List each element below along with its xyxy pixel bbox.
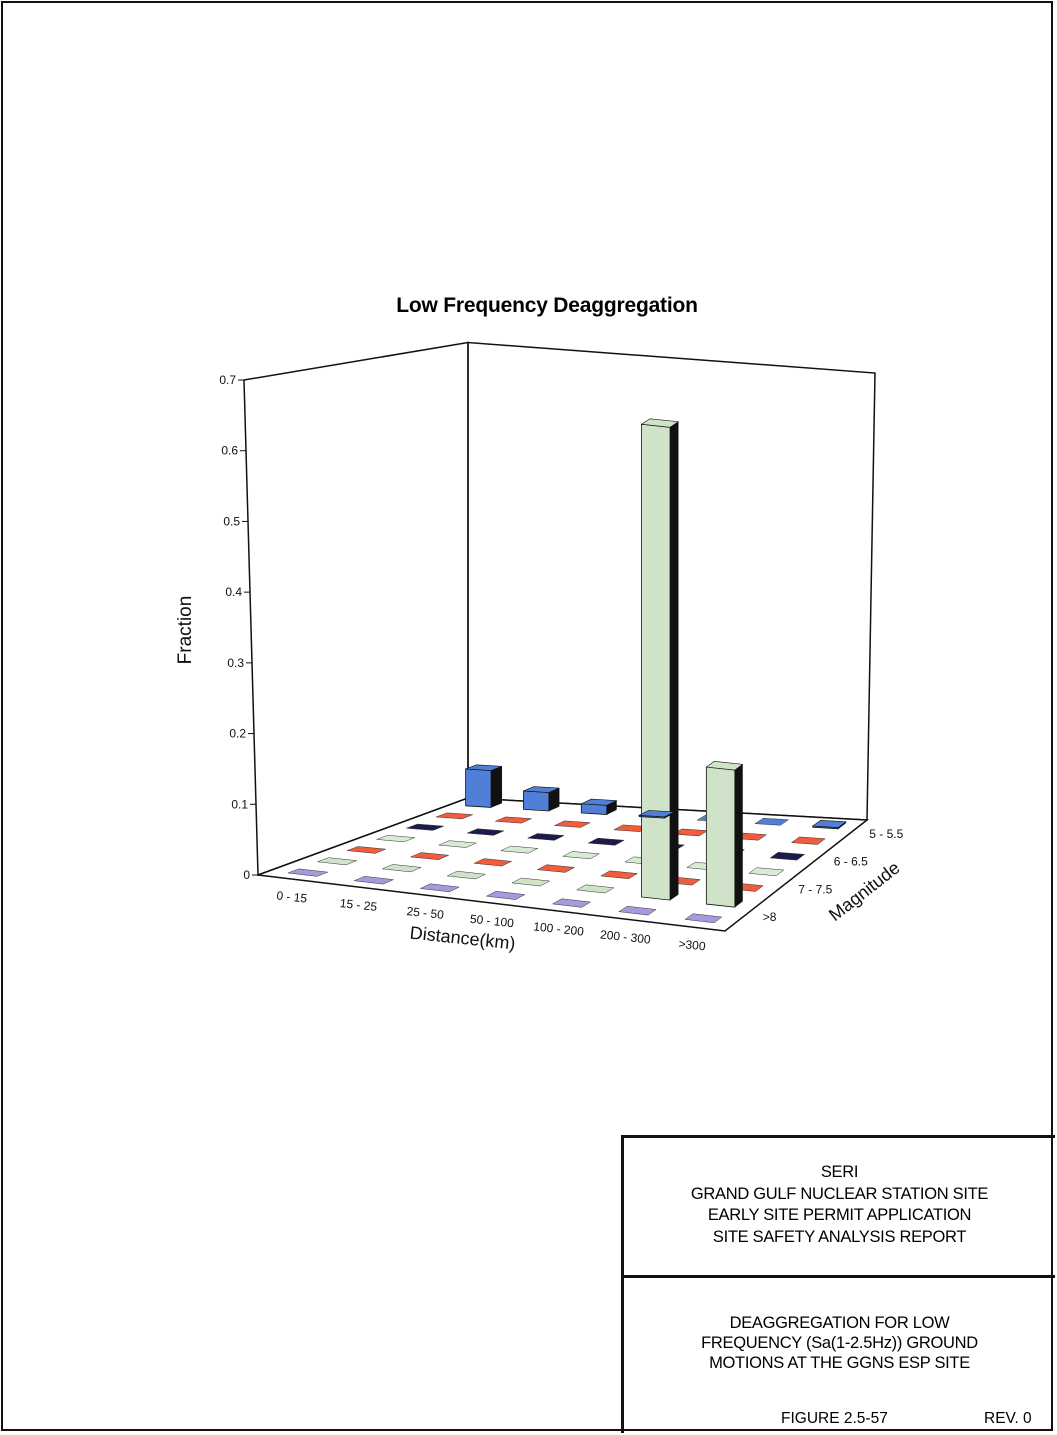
z-tick-label: 0.4 (225, 585, 242, 599)
bar-top (581, 798, 618, 806)
bar-top (638, 810, 675, 818)
description-line: MOTIONS AT THE GGNS ESP SITE (709, 1354, 970, 1372)
floor-tile (511, 877, 551, 887)
bar (523, 790, 550, 812)
floor-tile (317, 857, 357, 866)
z-tick-label: 0.6 (221, 444, 238, 458)
floor-tile (600, 870, 639, 880)
bar-side (734, 763, 743, 908)
title-block-lines: SERI GRAND GULF NUCLEAR STATION SITE EAR… (624, 1162, 1055, 1248)
bar-top (705, 761, 744, 771)
figure-description: DEAGGREGATION FOR LOW FREQUENCY (Sa(1-2.… (624, 1313, 1055, 1373)
description-line: DEAGGREGATION FOR LOW (729, 1314, 950, 1332)
title-block-line: SITE SAFETY ANALYSIS REPORT (712, 1227, 967, 1246)
floor-tile (381, 864, 423, 873)
axes: 0 0.1 0.2 0.3 0.4 0.5 0.6 0.7 0 - 15 15 - 25 25 - … (219, 373, 903, 953)
floor-tile (769, 852, 806, 861)
bar-top (811, 820, 847, 828)
floor-tile (473, 858, 513, 867)
floor-tile (495, 816, 532, 824)
chart-walls (243, 341, 876, 932)
floor-tile (446, 870, 487, 880)
floor-tile (435, 812, 473, 820)
magnitude-tick-label: 5 - 5.5 (869, 827, 903, 841)
floor-tile (406, 823, 444, 831)
x-tick-label: 100 - 200 (533, 919, 585, 938)
floor-tile (553, 820, 592, 828)
title-block-header: SERI GRAND GULF NUCLEAR STATION SITE EAR… (624, 1138, 1055, 1278)
floor-tile (526, 833, 565, 841)
bar (641, 423, 671, 901)
floor-tile (561, 851, 601, 860)
left-wall (243, 341, 469, 877)
floor-tile (419, 883, 461, 893)
chart-title: Low Frequency Deaggregation (396, 294, 698, 317)
floor-tile (575, 884, 615, 894)
x-tick-label: 0 - 15 (276, 888, 308, 905)
floor-tile (790, 836, 826, 845)
x-tick-label: 50 - 100 (469, 912, 515, 931)
floor-tile (587, 837, 626, 846)
floor-tile (485, 891, 526, 900)
z-tick-label: 0.7 (219, 373, 236, 387)
floor-tile (466, 828, 505, 836)
title-block-line: EARLY SITE PERMIT APPLICATION (707, 1206, 972, 1224)
bar-top (640, 418, 680, 428)
floor-tile (536, 864, 576, 873)
title-block-line: SERI (820, 1163, 859, 1181)
floor-tile (353, 876, 395, 885)
bar-side (669, 421, 679, 901)
figure-number: FIGURE 2.5-57 (781, 1410, 888, 1427)
description-line: FREQUENCY (Sa(1-2.5Hz)) GROUND (701, 1334, 978, 1352)
x-tick-label: >300 (678, 937, 707, 954)
x-tick-label: 200 - 300 (599, 927, 651, 946)
z-tick-label: 0.5 (223, 514, 240, 528)
floor-tile (748, 867, 785, 877)
magnitude-tick-label: 7 - 7.5 (798, 882, 832, 896)
floor-tile (551, 898, 592, 908)
floor-tile (376, 835, 415, 843)
floor-tile (684, 913, 723, 924)
bar-top (523, 786, 560, 793)
bar-side (490, 765, 503, 808)
z-tick-label: 0 (243, 868, 250, 882)
title-block-line: GRAND GULF NUCLEAR STATION SITE (690, 1184, 989, 1203)
bars (465, 418, 847, 908)
z-tick-label: 0.3 (227, 656, 244, 670)
floor-tile (618, 905, 657, 916)
x-tick-label: 25 - 50 (406, 904, 445, 922)
title-block: SERI GRAND GULF NUCLEAR STATION SITE EAR… (621, 1135, 1055, 1433)
revision-label: REV. 0 (984, 1410, 1032, 1427)
bar-top (465, 764, 502, 771)
magnitude-tick-label: 6 - 6.5 (834, 855, 868, 869)
z-tick-label: 0.1 (231, 797, 248, 811)
bar (465, 768, 492, 808)
floor-tile (499, 845, 539, 854)
floor-tile (438, 840, 477, 848)
x-tick-label: 15 - 25 (339, 896, 378, 914)
floor-tile (410, 852, 450, 860)
floor-tile (347, 846, 386, 854)
z-tick-label: 0.2 (229, 727, 246, 741)
magnitude-tick-label: >8 (763, 910, 777, 924)
y-axis-label: Fraction (175, 596, 196, 665)
floor-tile (287, 868, 328, 877)
floor-tile (754, 818, 790, 826)
bar (705, 766, 736, 908)
